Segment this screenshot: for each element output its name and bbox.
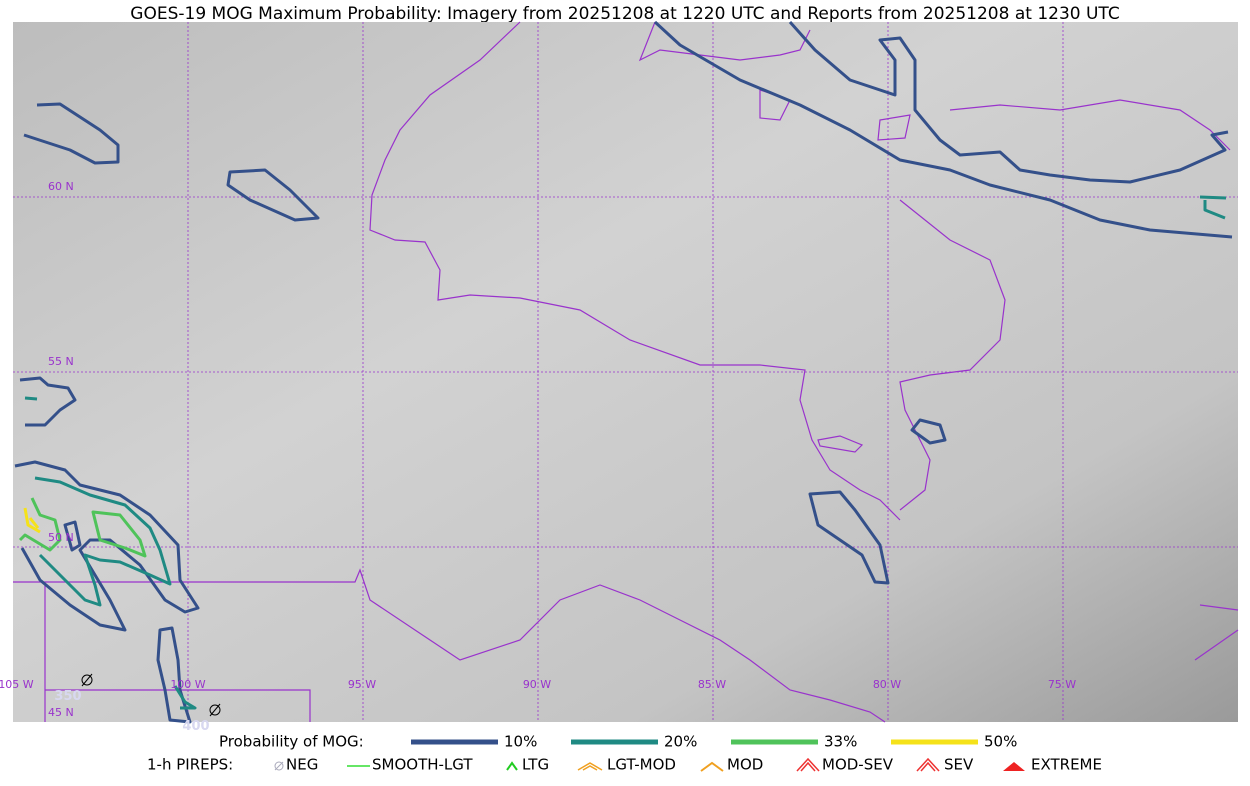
legend: Probability of MOG: 10% 20% 33% 50% 1-h PIR… bbox=[147, 733, 1102, 774]
legend-label: 50% bbox=[984, 733, 1017, 751]
contour bbox=[23, 102, 120, 165]
pirep-label: NEG bbox=[286, 756, 318, 774]
contour bbox=[910, 418, 947, 445]
lon-label: 75 W bbox=[1048, 678, 1076, 691]
pirep-symbols bbox=[81, 673, 221, 717]
lat-label: 50 N bbox=[48, 531, 74, 544]
lat-label: 45 N bbox=[48, 706, 74, 719]
legend-label: 33% bbox=[824, 733, 857, 751]
contour bbox=[34, 476, 172, 607]
graticule bbox=[13, 22, 1238, 722]
mog-contours bbox=[14, 20, 1233, 724]
contour bbox=[788, 21, 1229, 184]
pirep-label: LTG bbox=[522, 756, 549, 774]
title: GOES-19 MOG Maximum Probability: Imagery… bbox=[130, 4, 1119, 24]
pirep-title: 1-h PIREPS: bbox=[147, 756, 233, 774]
contour bbox=[19, 376, 77, 427]
contour bbox=[226, 168, 320, 222]
pirep-label: SEV bbox=[944, 756, 974, 774]
legend-label: 20% bbox=[664, 733, 697, 751]
lat-label: 55 N bbox=[48, 355, 74, 368]
lon-label: 105 W bbox=[0, 678, 34, 691]
contour bbox=[1199, 195, 1227, 220]
contour bbox=[23, 507, 41, 534]
pirep-label: EXTREME bbox=[1031, 756, 1102, 774]
pirep-label: MOD bbox=[727, 756, 763, 774]
legend-title: Probability of MOG: bbox=[219, 733, 364, 751]
lat-label: 60 N bbox=[48, 180, 74, 193]
contour bbox=[63, 520, 82, 552]
pirep-altitude: 400 bbox=[182, 719, 209, 734]
legend-label: 10% bbox=[504, 733, 537, 751]
contour bbox=[18, 497, 62, 552]
contour bbox=[808, 490, 890, 585]
pirep-altitude: 350 bbox=[54, 689, 81, 704]
lon-label: 100 W bbox=[170, 678, 205, 691]
contour bbox=[14, 460, 200, 632]
lon-label: 90 W bbox=[523, 678, 551, 691]
lon-label: 95 W bbox=[348, 678, 376, 691]
contour bbox=[156, 626, 192, 724]
contour bbox=[173, 685, 197, 710]
lon-label: 85 W bbox=[698, 678, 726, 691]
lon-label: 80 W bbox=[873, 678, 901, 691]
contour bbox=[91, 510, 147, 558]
pirep-label: LGT-MOD bbox=[607, 756, 676, 774]
pirep-label: MOD-SEV bbox=[822, 756, 894, 774]
contour bbox=[24, 396, 38, 401]
pirep-label: SMOOTH-LGT bbox=[372, 756, 473, 774]
pirep-legend-symbols bbox=[274, 757, 1025, 772]
contour bbox=[653, 20, 1233, 239]
